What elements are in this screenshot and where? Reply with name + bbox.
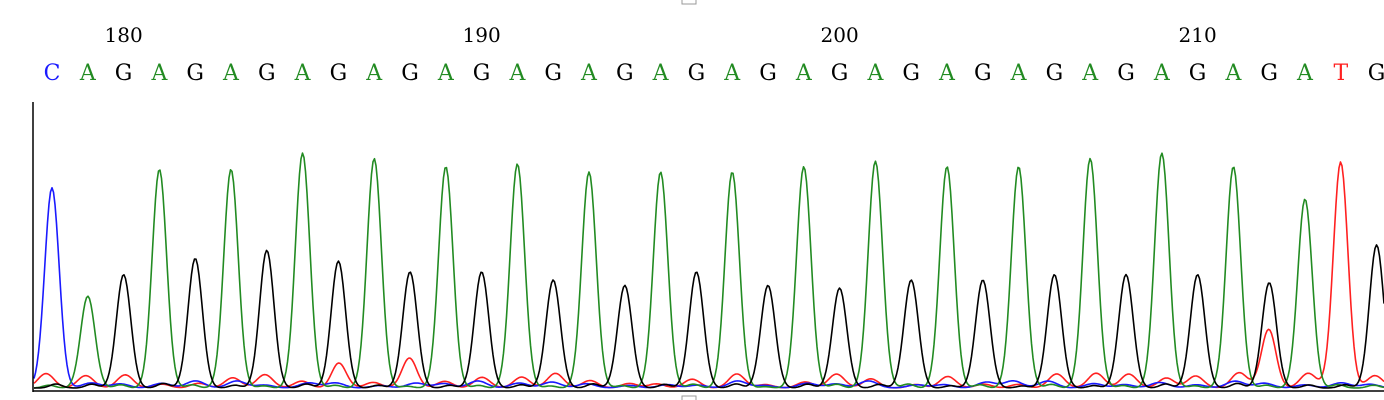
base-call: A bbox=[294, 61, 312, 86]
base-call: G bbox=[974, 61, 992, 86]
base-call: G bbox=[544, 61, 562, 86]
base-call: T bbox=[1333, 61, 1348, 86]
position-tick-label: 180 bbox=[105, 23, 143, 47]
base-call: G bbox=[902, 61, 920, 86]
base-call: A bbox=[222, 61, 240, 86]
base-call: G bbox=[258, 61, 276, 86]
base-call: A bbox=[938, 61, 956, 86]
base-call: A bbox=[580, 61, 598, 86]
axes bbox=[32, 0, 1384, 400]
base-call: A bbox=[1296, 61, 1314, 86]
scroll-marker-top[interactable] bbox=[681, 0, 697, 5]
base-call: G bbox=[401, 61, 419, 86]
trace-area bbox=[33, 152, 1384, 389]
base-call: A bbox=[1010, 61, 1028, 86]
base-call: G bbox=[186, 61, 204, 86]
position-tick-label: 210 bbox=[1179, 23, 1217, 47]
base-call: A bbox=[150, 61, 168, 86]
position-tick-label: 190 bbox=[463, 23, 501, 47]
base-call: A bbox=[1081, 61, 1099, 86]
base-call: C bbox=[44, 61, 61, 86]
base-call: G bbox=[115, 61, 133, 86]
trace-t bbox=[33, 161, 1384, 389]
base-call: G bbox=[1260, 61, 1278, 86]
base-call: G bbox=[759, 61, 777, 86]
base-call: A bbox=[508, 61, 526, 86]
base-call: G bbox=[1189, 61, 1207, 86]
base-call: G bbox=[616, 61, 634, 86]
base-call: G bbox=[688, 61, 706, 86]
base-call: G bbox=[330, 61, 348, 86]
base-call: A bbox=[866, 61, 884, 86]
position-ticks: 180 190 200 210 bbox=[105, 23, 1217, 47]
base-call: A bbox=[652, 61, 670, 86]
trace-g bbox=[34, 244, 1384, 389]
base-call: G bbox=[1117, 61, 1135, 86]
base-call: A bbox=[1153, 61, 1171, 86]
base-call: A bbox=[365, 61, 383, 86]
base-call: A bbox=[1224, 61, 1242, 86]
trace-a bbox=[33, 152, 1384, 389]
peak-point bbox=[1340, 171, 1342, 173]
base-call: G bbox=[1368, 61, 1384, 86]
base-call: A bbox=[79, 61, 97, 86]
base-call: A bbox=[437, 61, 455, 86]
base-call: G bbox=[831, 61, 849, 86]
base-call: G bbox=[473, 61, 491, 86]
base-call: A bbox=[723, 61, 741, 86]
base-call: A bbox=[795, 61, 813, 86]
base-call: G bbox=[1046, 61, 1064, 86]
position-tick-label: 200 bbox=[821, 23, 859, 47]
scroll-marker-bottom[interactable] bbox=[681, 395, 697, 400]
